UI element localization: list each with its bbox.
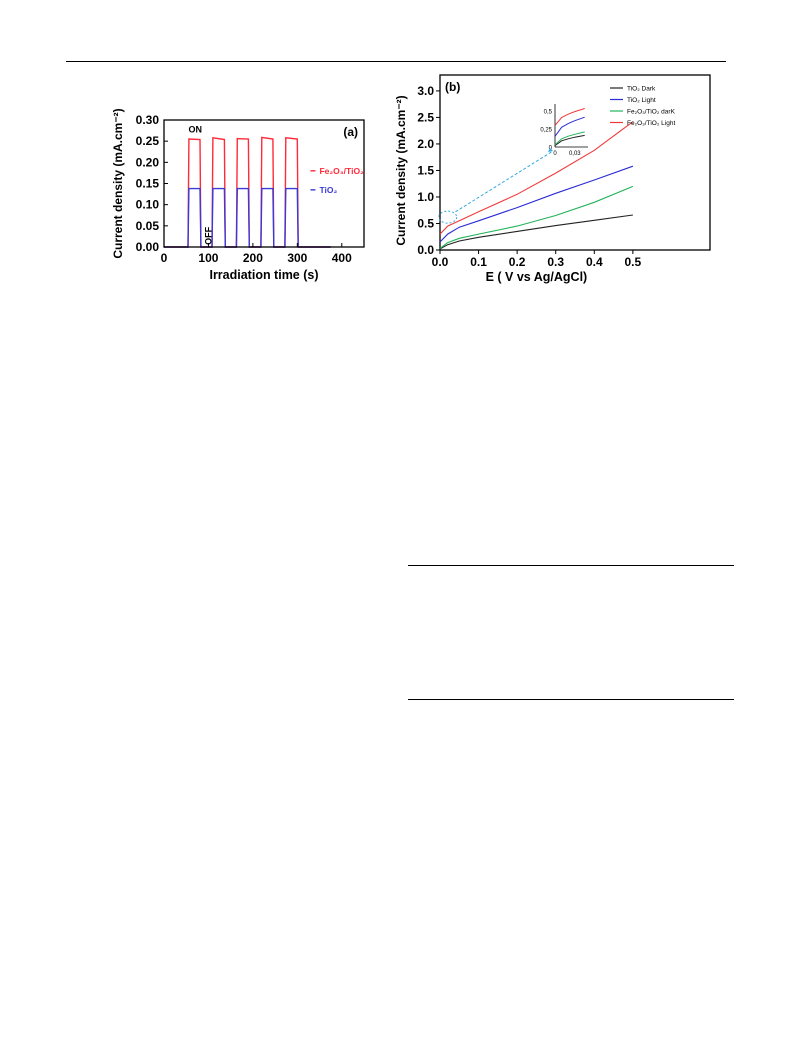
y-tick-label-a-3: 0.15 bbox=[136, 177, 160, 191]
x-tick-label-a-2: 200 bbox=[243, 251, 263, 265]
inset-x-tick-label-1: 0,03 bbox=[569, 151, 581, 157]
series-label-a-0: Fe₂O₃/TiO₂ bbox=[319, 166, 364, 176]
legend-label-b-1: TiO₂ Light bbox=[627, 97, 656, 104]
series-line-a-1 bbox=[164, 187, 331, 248]
inset-y-tick-label-0: 0 bbox=[549, 146, 553, 152]
legend-label-b-0: TiO₂ Dark bbox=[627, 86, 656, 93]
y-tick-label-a-2: 0.10 bbox=[136, 198, 160, 212]
x-tick-label-b-0: 0.0 bbox=[432, 255, 449, 269]
y-tick-label-b-5: 2.5 bbox=[417, 110, 434, 124]
y-tick-label-b-4: 2.0 bbox=[417, 137, 434, 151]
series-line-b-0 bbox=[439, 214, 633, 250]
inset-series-line-2 bbox=[554, 131, 585, 146]
panel-label-b: (b) bbox=[445, 80, 460, 94]
x-tick-label-b-1: 0.1 bbox=[470, 255, 487, 269]
x-tick-label-b-3: 0.3 bbox=[547, 255, 564, 269]
inset-y-tick-label-1: 0,25 bbox=[540, 128, 552, 134]
y-tick-label-b-6: 3.0 bbox=[417, 84, 434, 98]
y-tick-label-b-3: 1.5 bbox=[417, 163, 434, 177]
inset-series-line-0 bbox=[554, 134, 585, 147]
inset-y-tick-label-2: 0,5 bbox=[544, 110, 553, 116]
inset-x-tick-label-0: 0 bbox=[553, 151, 557, 157]
series-label-a-1: TiO₂ bbox=[319, 185, 337, 195]
x-tick-label-a-4: 400 bbox=[332, 251, 352, 265]
x-tick-label-a-0: 0 bbox=[161, 251, 168, 265]
legend-label-b-2: Fe₂O₃/TiO₂ darK bbox=[627, 109, 676, 116]
y-tick-label-b-2: 1.0 bbox=[417, 190, 434, 204]
chart-a: 0.00 0.05 0.10 0.15 0.20 0.25 0.30 0 100 200 300 40… bbox=[111, 108, 365, 282]
y-tick-label-b-0: 0.0 bbox=[417, 243, 434, 257]
x-axis-title-a: Irradiation time (s) bbox=[209, 268, 318, 282]
x-tick-label-b-5: 0.5 bbox=[625, 255, 642, 269]
header-rule bbox=[66, 61, 726, 62]
series-line-b-2 bbox=[439, 185, 634, 249]
y-tick-label-a-1: 0.05 bbox=[136, 219, 160, 233]
zoom-arrow-line bbox=[455, 150, 554, 213]
y-tick-label-b-1: 0.5 bbox=[417, 216, 434, 230]
y-tick-label-a-5: 0.25 bbox=[136, 134, 160, 148]
legend-label-b-3: Fe₂O₃/TiO₂ Light bbox=[627, 120, 675, 127]
inset-series-line-1 bbox=[554, 116, 585, 137]
series-line-b-3 bbox=[439, 121, 634, 235]
table-rule-top bbox=[408, 565, 734, 566]
x-tick-label-a-1: 100 bbox=[198, 251, 218, 265]
inset-series-line-3 bbox=[554, 108, 585, 126]
zoom-region-marker bbox=[438, 210, 458, 224]
table-rule-bottom bbox=[408, 699, 734, 700]
y-axis-title-b: Current density (mA.cm⁻²) bbox=[394, 95, 408, 245]
y-axis-title-a: Current density (mA.cm⁻²) bbox=[111, 108, 125, 258]
y-tick-label-a-6: 0.30 bbox=[136, 113, 160, 127]
panel-label-a: (a) bbox=[343, 125, 358, 139]
x-axis-title-b: E ( V vs Ag/AgCl) bbox=[486, 270, 588, 284]
y-tick-label-a-4: 0.20 bbox=[136, 155, 160, 169]
chart-b: 0.0 0.5 1.0 1.5 2.0 2.5 3.0 0.0 0.1 0.2 0.3 0.4 0.5 E… bbox=[394, 74, 711, 284]
annotation-on: ON bbox=[188, 125, 202, 135]
x-tick-label-b-4: 0.4 bbox=[586, 255, 603, 269]
series-line-b-1 bbox=[439, 165, 634, 243]
x-tick-label-b-2: 0.2 bbox=[509, 255, 526, 269]
x-tick-label-a-3: 300 bbox=[287, 251, 307, 265]
y-tick-label-a-0: 0.00 bbox=[136, 240, 160, 254]
annotation-off: OFF bbox=[203, 226, 213, 244]
zoom-arrow-head bbox=[548, 148, 553, 152]
plot-frame-b bbox=[439, 74, 711, 251]
